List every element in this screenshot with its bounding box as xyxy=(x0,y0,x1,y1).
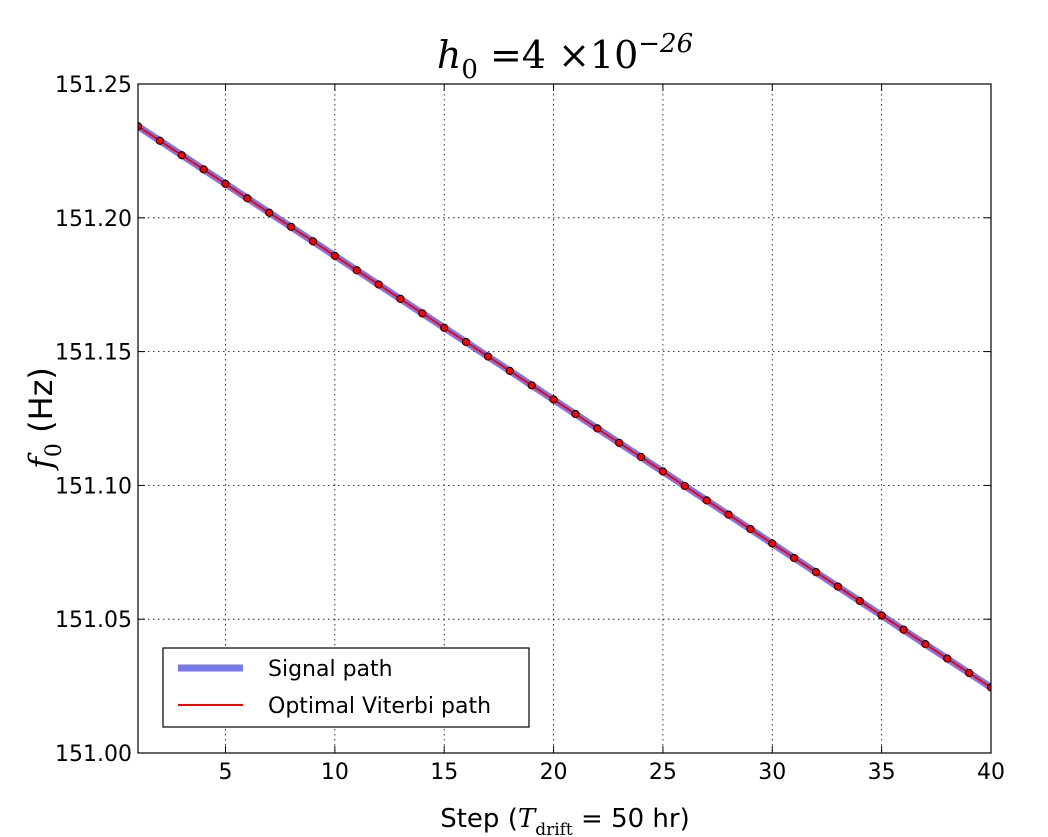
data-point-viterbi-path xyxy=(549,395,558,404)
data-point-viterbi-path xyxy=(811,568,821,577)
data-point-viterbi-path xyxy=(702,496,711,505)
data-point-viterbi-path xyxy=(636,452,646,462)
title-mid: =4 ×10 xyxy=(478,33,638,77)
x-tick-label: 10 xyxy=(321,760,349,785)
data-point-viterbi-path xyxy=(986,683,991,692)
data-point-viterbi-path xyxy=(593,424,602,433)
data-point-viterbi-path xyxy=(221,179,230,188)
x-tick-label: 25 xyxy=(649,760,677,785)
data-point-viterbi-path xyxy=(615,438,624,447)
legend: Signal path Optimal Viterbi path xyxy=(162,647,530,728)
ylabel-sub: 0 xyxy=(42,443,67,457)
data-point-viterbi-path xyxy=(352,266,361,275)
x-tick-label: 5 xyxy=(218,760,232,785)
data-point-viterbi-path xyxy=(155,136,164,145)
x-tick-label: 35 xyxy=(868,760,896,785)
xlabel-pre: Step ( xyxy=(440,804,518,834)
data-point-viterbi-path xyxy=(287,222,296,231)
y-axis-label: f0 (Hz) xyxy=(22,367,67,471)
data-point-viterbi-path xyxy=(418,309,427,318)
title-sub: 0 xyxy=(461,55,478,85)
data-point-viterbi-path xyxy=(833,582,842,591)
y-tick-label: 151.05 xyxy=(55,608,132,633)
x-tick-label: 40 xyxy=(977,760,1005,785)
data-point-viterbi-path xyxy=(877,611,886,620)
x-axis-label: Step (Tdrift = 50 hr) xyxy=(440,804,690,837)
xlabel-post: = 50 hr) xyxy=(573,804,690,834)
data-point-viterbi-path xyxy=(265,208,274,217)
data-point-viterbi-path xyxy=(855,596,864,606)
data-point-viterbi-path xyxy=(658,467,668,476)
xlabel-var: T xyxy=(518,804,537,834)
legend-label-signal-path: Signal path xyxy=(268,657,393,682)
data-point-viterbi-path xyxy=(768,539,777,548)
data-point-viterbi-path xyxy=(680,481,689,491)
series-line-viterbi-path xyxy=(138,125,991,689)
data-point-viterbi-path xyxy=(374,280,383,289)
y-tick-label: 151.15 xyxy=(55,341,132,366)
legend-label-viterbi-path: Optimal Viterbi path xyxy=(268,694,491,719)
data-point-viterbi-path xyxy=(177,151,186,160)
data-point-viterbi-path xyxy=(199,165,208,174)
x-tick-label: 20 xyxy=(540,760,568,785)
data-point-viterbi-path xyxy=(330,251,339,260)
data-point-viterbi-path xyxy=(571,409,580,419)
y-tick-label: 151.20 xyxy=(55,207,132,232)
plot-frame xyxy=(137,83,992,754)
title-base: h xyxy=(437,33,461,77)
data-point-viterbi-path xyxy=(790,553,799,563)
data-point-viterbi-path xyxy=(243,194,252,203)
data-point-viterbi-path xyxy=(483,352,493,361)
x-tick-label: 30 xyxy=(758,760,786,785)
data-point-viterbi-path xyxy=(899,625,908,634)
data-point-viterbi-path xyxy=(724,510,733,519)
legend-box xyxy=(162,647,530,728)
data-point-viterbi-path xyxy=(461,337,471,347)
series-layer xyxy=(138,122,991,692)
data-point-viterbi-path xyxy=(921,639,930,649)
x-tick-label: 15 xyxy=(430,760,458,785)
title-exp: −26 xyxy=(638,29,693,59)
ylabel-post: (Hz) xyxy=(22,367,60,443)
y-tick-label: 151.10 xyxy=(55,474,132,499)
data-point-viterbi-path xyxy=(440,323,449,332)
data-point-viterbi-path xyxy=(396,294,405,303)
chart-title: h0 =4 ×10−26 xyxy=(437,29,693,85)
axis-ticks: 5 10 15 20 25 30 35 40 151.00 151.05 151.10 151.15 1… xyxy=(55,73,1005,785)
data-point-viterbi-path xyxy=(746,524,755,534)
data-point-viterbi-path xyxy=(138,122,143,131)
y-tick-label: 151.00 xyxy=(55,742,132,767)
y-tick-label: 151.25 xyxy=(55,73,132,98)
xlabel-sub: drift xyxy=(535,820,573,837)
data-point-viterbi-path xyxy=(505,366,514,375)
data-point-viterbi-path xyxy=(527,381,536,390)
data-point-viterbi-path xyxy=(943,654,952,663)
data-point-viterbi-path xyxy=(308,237,318,246)
data-point-viterbi-path xyxy=(965,668,974,678)
